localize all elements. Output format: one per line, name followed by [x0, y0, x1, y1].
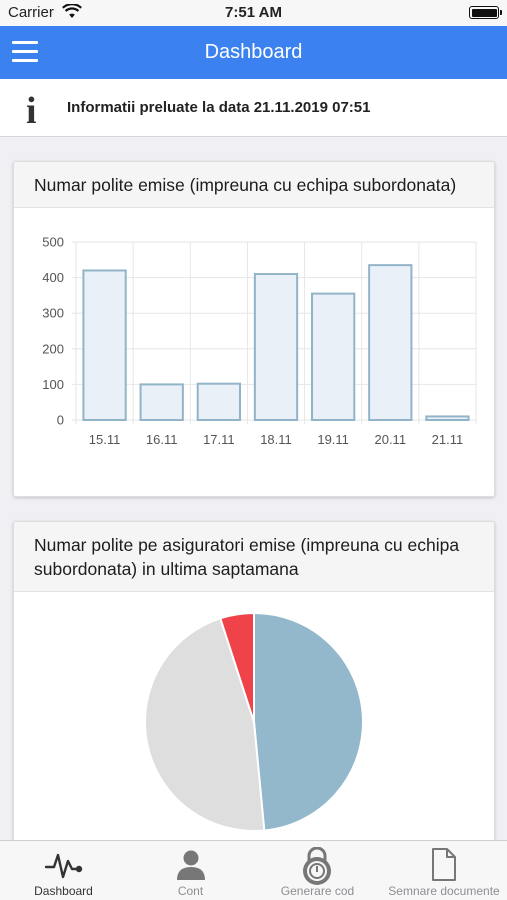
page-title: Dashboard — [204, 41, 303, 63]
y-tick-label: 500 — [42, 235, 64, 250]
y-tick-label: 300 — [42, 306, 64, 321]
x-tick-label: 21.11 — [432, 432, 464, 447]
x-tick-label: 17.11 — [203, 432, 235, 447]
carrier-label: Carrier — [8, 4, 54, 21]
document-icon — [432, 848, 456, 881]
pie-chart — [144, 611, 364, 832]
x-tick-label: 18.11 — [260, 432, 292, 447]
x-tick-label: 20.11 — [374, 432, 406, 447]
bar — [82, 269, 127, 422]
y-tick-label: 100 — [42, 377, 64, 392]
bar-chart-card: Numar polite emise (impreuna cu echipa s… — [13, 161, 495, 497]
bar-chart: 0 100 200 300 400 500 15.11 16.11 17.11 18.11 19.1… — [42, 235, 477, 447]
tab-cont[interactable]: Cont — [127, 841, 254, 900]
tab-bar: Dashboard Cont Generare cod Semnare docu… — [0, 840, 507, 900]
hamburger-menu-icon[interactable] — [12, 41, 38, 63]
pie-chart-title: Numar polite pe asiguratori emise (impre… — [14, 522, 494, 592]
bar — [139, 383, 184, 421]
y-tick-label: 200 — [42, 341, 64, 356]
bar — [196, 382, 241, 422]
bar — [311, 292, 356, 421]
battery-icon — [469, 6, 502, 19]
bar-chart-title: Numar polite emise (impreuna cu echipa s… — [14, 162, 494, 208]
tab-dashboard[interactable]: Dashboard — [0, 841, 127, 900]
x-tick-label: 16.11 — [146, 432, 178, 447]
info-icon: i — [26, 90, 37, 132]
y-tick-label: 0 — [57, 413, 64, 428]
user-icon — [177, 850, 205, 880]
tab-semnare-documente[interactable]: Semnare documente — [381, 841, 507, 900]
info-bar: i Informatii preluate la data 21.11.2019… — [0, 79, 507, 137]
bar — [368, 264, 413, 421]
clock: 7:51 AM — [225, 4, 282, 21]
pie-slice — [219, 611, 255, 723]
pie-slice — [144, 617, 266, 832]
x-tick-label: 15.11 — [89, 432, 121, 447]
nav-bar: Dashboard — [0, 26, 507, 79]
bar — [253, 273, 299, 422]
wifi-icon — [62, 3, 82, 23]
x-tick-label: 19.11 — [317, 432, 349, 447]
padlock-icon — [303, 847, 331, 885]
status-bar: Carrier 7:51 AM — [0, 0, 507, 26]
tab-label: Dashboard — [34, 884, 93, 898]
pulse-icon — [44, 853, 83, 879]
pie-chart-card: Numar polite pe asiguratori emise (impre… — [13, 521, 495, 861]
tab-label: Generare cod — [280, 884, 355, 898]
tab-label: Semnare documente — [388, 884, 500, 898]
info-text: Informatii preluate la data 21.11.2019 0… — [67, 99, 371, 116]
bar — [425, 415, 470, 422]
pie-slice — [253, 611, 364, 832]
tab-label: Cont — [177, 884, 204, 898]
tab-generare-cod[interactable]: Generare cod — [254, 841, 381, 900]
y-tick-label: 400 — [42, 270, 64, 285]
